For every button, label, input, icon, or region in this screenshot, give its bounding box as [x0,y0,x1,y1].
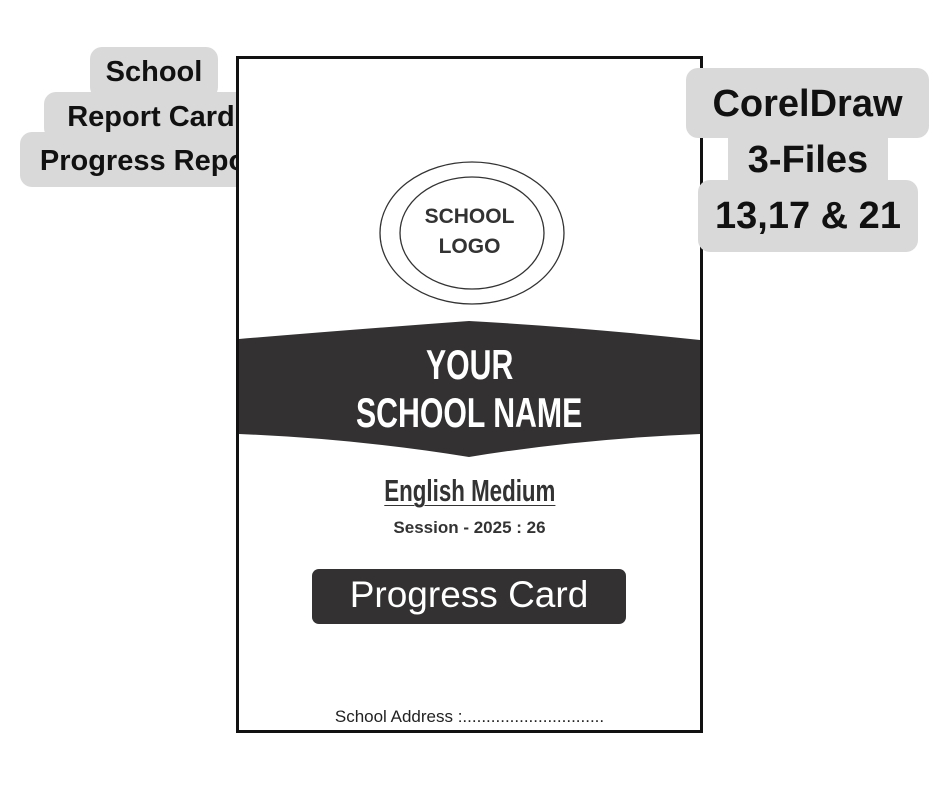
tag-versions: 13,17 & 21 [698,180,918,252]
school-address: School Address :........................… [334,707,605,726]
tag-files-count: 3-Files [728,134,888,184]
name-banner [239,321,700,457]
cover-graphics [239,161,700,457]
session-label: Session - 2025 : 26 [393,518,546,537]
report-card-cover: SCHOOL LOGO YOUR SCHOOL NAME English Med… [236,56,703,733]
logo-outer-ring [379,161,565,305]
school-name-line1: YOUR [425,341,514,388]
logo-inner-ring [399,176,545,290]
logo-text-line2: LOGO [438,235,501,258]
logo-text-line1: SCHOOL [424,205,515,228]
school-name-line2: SCHOOL NAME [356,389,583,436]
tag-school: School [90,47,218,99]
medium-label: English Medium [383,473,556,508]
tag-coreldraw: CorelDraw [686,68,929,138]
progress-card-title: Progress Card [312,569,626,624]
